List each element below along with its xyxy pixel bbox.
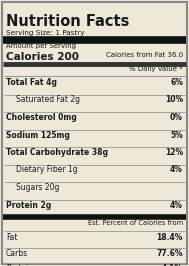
Text: Protein: Protein xyxy=(6,264,33,266)
Text: Cholesterol 0mg: Cholesterol 0mg xyxy=(6,113,77,122)
Text: Sodium 125mg: Sodium 125mg xyxy=(6,131,70,139)
Text: Est. Percent of Calories from: Est. Percent of Calories from xyxy=(88,220,183,226)
Text: 4.1%: 4.1% xyxy=(162,264,183,266)
Text: % Daily Value *: % Daily Value * xyxy=(129,66,183,72)
Text: Nutrition Facts: Nutrition Facts xyxy=(6,14,129,29)
Text: Total Fat 4g: Total Fat 4g xyxy=(6,78,57,87)
Text: Calories 200: Calories 200 xyxy=(6,52,79,62)
Text: Protein 2g: Protein 2g xyxy=(6,201,51,210)
Text: Carbs: Carbs xyxy=(6,248,28,257)
Text: 10%: 10% xyxy=(165,95,183,105)
Text: Calories from Fat 36.0: Calories from Fat 36.0 xyxy=(106,52,183,58)
Text: 4%: 4% xyxy=(170,165,183,174)
Text: Serving Size: 1 Pastry: Serving Size: 1 Pastry xyxy=(6,30,84,36)
Text: 5%: 5% xyxy=(170,131,183,139)
Text: 18.4%: 18.4% xyxy=(157,233,183,242)
Text: 12%: 12% xyxy=(165,148,183,157)
Text: Sugars 20g: Sugars 20g xyxy=(16,183,59,192)
Text: Fat: Fat xyxy=(6,233,18,242)
Text: 6%: 6% xyxy=(170,78,183,87)
Text: Total Carbohydrate 38g: Total Carbohydrate 38g xyxy=(6,148,108,157)
Text: Amount per Serving: Amount per Serving xyxy=(6,43,76,49)
Text: 77.6%: 77.6% xyxy=(156,248,183,257)
Text: Dietary Fiber 1g: Dietary Fiber 1g xyxy=(16,165,78,174)
Text: Saturated Fat 2g: Saturated Fat 2g xyxy=(16,95,80,105)
Text: 4%: 4% xyxy=(170,201,183,210)
Text: 0%: 0% xyxy=(170,113,183,122)
